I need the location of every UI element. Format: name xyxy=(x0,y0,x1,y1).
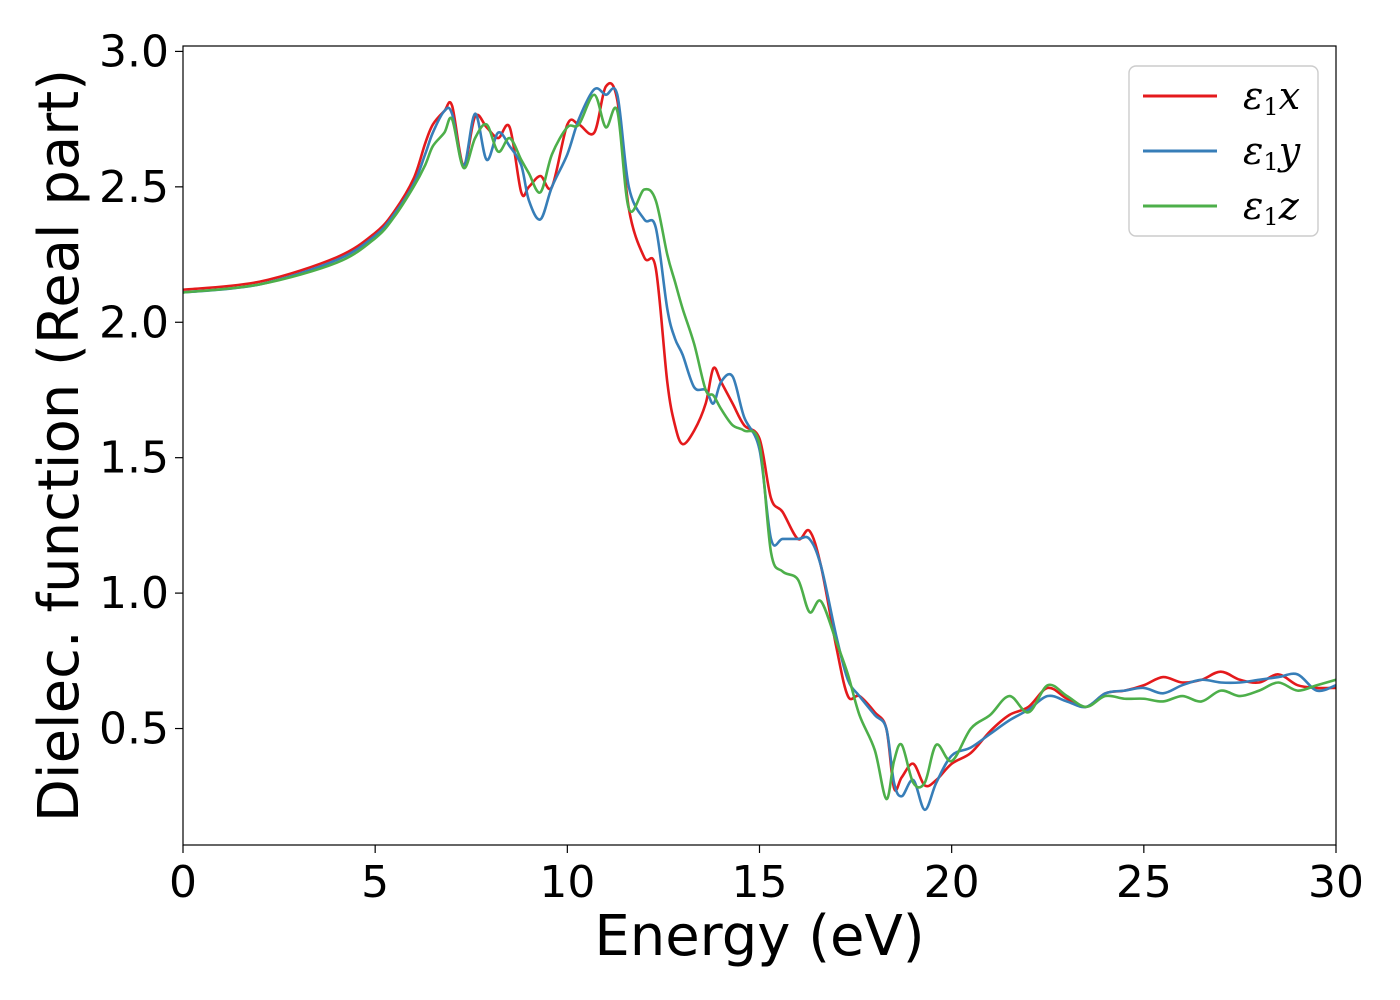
legend: ε1x ε1y ε1z xyxy=(1128,65,1319,237)
x-tick-label: 5 xyxy=(361,857,389,908)
y-tick-label: 1.0 xyxy=(99,568,169,619)
y-tick-label: 2.0 xyxy=(99,297,169,348)
y-tick-label: 2.5 xyxy=(99,162,169,213)
legend-label: ε1z xyxy=(1243,184,1300,231)
y-tick-label: 0.5 xyxy=(99,704,169,755)
y-axis-ticks: 0.5 1.0 1.5 2.0 2.5 3.0 xyxy=(99,26,183,755)
series-layer xyxy=(183,81,1336,812)
y-tick-label: 1.5 xyxy=(99,433,169,484)
legend-label: ε1x xyxy=(1243,74,1300,121)
x-tick-label: 10 xyxy=(539,857,595,908)
legend-box xyxy=(1128,65,1319,237)
x-axis-title: Energy (eV) xyxy=(594,904,924,969)
series-line-z xyxy=(183,93,1336,801)
x-tick-label: 20 xyxy=(924,857,980,908)
x-tick-label: 0 xyxy=(169,857,197,908)
x-tick-label: 25 xyxy=(1116,857,1172,908)
x-tick-label: 15 xyxy=(732,857,788,908)
legend-label: ε1y xyxy=(1243,129,1301,176)
x-axis-ticks: 0 5 10 15 20 25 30 xyxy=(169,845,1364,908)
y-axis-title: Dielec. function (Real part) xyxy=(27,69,92,822)
y-tick-label: 3.0 xyxy=(99,26,169,77)
x-tick-label: 30 xyxy=(1308,857,1364,908)
